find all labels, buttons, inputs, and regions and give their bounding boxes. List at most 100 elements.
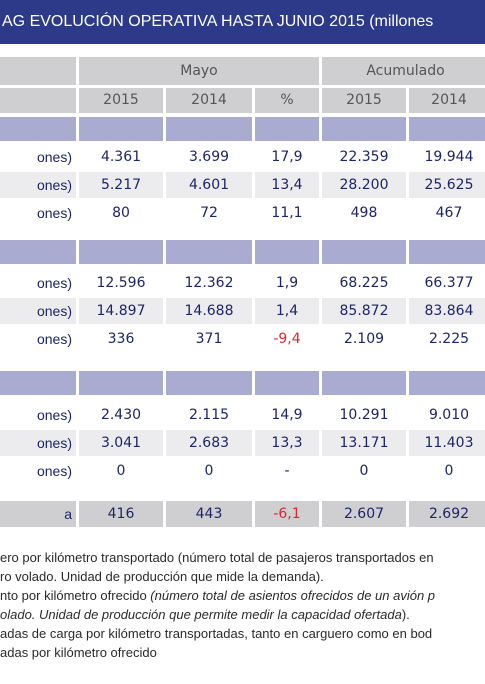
header-blank — [0, 57, 76, 85]
cell: 0 — [79, 458, 163, 484]
cell: 12.596 — [79, 270, 163, 296]
footnote-text: ero por kilómetro transportado (número t… — [0, 550, 434, 565]
row-label: a — [0, 501, 76, 527]
header-column: % — [255, 88, 319, 113]
cell: 19.944 — [409, 144, 485, 170]
cell: 1,4 — [255, 298, 319, 324]
section-band — [79, 117, 163, 141]
cell: 2.683 — [166, 430, 252, 456]
cell: 371 — [166, 326, 252, 352]
cell: 13,4 — [255, 172, 319, 198]
section-band — [255, 240, 319, 264]
cell: 0 — [409, 458, 485, 484]
section-band — [79, 371, 163, 395]
footnote-text: ). — [401, 607, 410, 622]
cell: 13.171 — [322, 430, 406, 456]
header-column: 2015 — [79, 88, 163, 113]
cell: 13,3 — [255, 430, 319, 456]
header-group: Mayo — [79, 57, 319, 85]
row-label: ones) — [0, 402, 76, 428]
section-band — [409, 240, 485, 264]
cell: 66.377 — [409, 270, 485, 296]
header-column: 2014 — [409, 88, 485, 113]
cell: 2.225 — [409, 326, 485, 352]
row-label: ones) — [0, 430, 76, 456]
header-column: 2015 — [322, 88, 406, 113]
cell: 0 — [166, 458, 252, 484]
section-band — [0, 240, 76, 264]
row-label: ones) — [0, 270, 76, 296]
section-band — [255, 117, 319, 141]
cell: -6,1 — [255, 501, 319, 527]
section-band — [166, 240, 252, 264]
cell: 498 — [322, 200, 406, 226]
section-band — [79, 240, 163, 264]
footnote-text: adas de carga por kilómetro transportada… — [0, 626, 433, 641]
row-label: ones) — [0, 458, 76, 484]
cell: -9,4 — [255, 326, 319, 352]
title-bar: AG EVOLUCIÓN OPERATIVA HASTA JUNIO 2015 … — [0, 0, 485, 44]
cell: 14,9 — [255, 402, 319, 428]
cell: 68.225 — [322, 270, 406, 296]
section-band — [322, 117, 406, 141]
cell: 2.109 — [322, 326, 406, 352]
cell: 72 — [166, 200, 252, 226]
cell: 10.291 — [322, 402, 406, 428]
cell: 14.688 — [166, 298, 252, 324]
footnote-text: ro volado. Unidad de producción que mide… — [0, 569, 324, 584]
section-band — [322, 240, 406, 264]
section-band — [322, 371, 406, 395]
section-band — [0, 371, 76, 395]
cell: 11,1 — [255, 200, 319, 226]
cell: 83.864 — [409, 298, 485, 324]
footnote: adas por kilómetro ofrecido — [0, 643, 485, 662]
section-band — [166, 371, 252, 395]
row-label: ones) — [0, 200, 76, 226]
cell: 4.601 — [166, 172, 252, 198]
section-band — [409, 117, 485, 141]
footnote: ro volado. Unidad de producción que mide… — [0, 567, 485, 586]
header-column: 2014 — [166, 88, 252, 113]
row-label: ones) — [0, 298, 76, 324]
cell: 9.010 — [409, 402, 485, 428]
row-label: ones) — [0, 326, 76, 352]
section-band — [255, 371, 319, 395]
footnote: nto por kilómetro ofrecido (número total… — [0, 586, 485, 605]
cell: 2.692 — [409, 501, 485, 527]
row-label: ones) — [0, 144, 76, 170]
cell: 11.403 — [409, 430, 485, 456]
cell: 467 — [409, 200, 485, 226]
cell: 2.115 — [166, 402, 252, 428]
cell: 85.872 — [322, 298, 406, 324]
cell: 5.217 — [79, 172, 163, 198]
cell: 80 — [79, 200, 163, 226]
cell: 443 — [166, 501, 252, 527]
cell: 416 — [79, 501, 163, 527]
footnote: ero por kilómetro transportado (número t… — [0, 548, 485, 567]
footnote: adas de carga por kilómetro transportada… — [0, 624, 485, 643]
footnote-text: olado. Unidad de producción que permite … — [0, 607, 402, 622]
cell: 2.430 — [79, 402, 163, 428]
footnote-text: nto por kilómetro ofrecido — [0, 588, 151, 603]
header-group: Acumulado — [322, 57, 485, 85]
cell: 3.699 — [166, 144, 252, 170]
cell: 0 — [322, 458, 406, 484]
cell: 1,9 — [255, 270, 319, 296]
cell: 25.625 — [409, 172, 485, 198]
cell: 336 — [79, 326, 163, 352]
footnote-text: adas por kilómetro ofrecido — [0, 645, 157, 660]
cell: 3.041 — [79, 430, 163, 456]
cell: 28.200 — [322, 172, 406, 198]
cell: 22.359 — [322, 144, 406, 170]
cell: 4.361 — [79, 144, 163, 170]
cell: 12.362 — [166, 270, 252, 296]
cell: 14.897 — [79, 298, 163, 324]
cell: 2.607 — [322, 501, 406, 527]
row-label: ones) — [0, 172, 76, 198]
section-band — [0, 117, 76, 141]
header-blank — [0, 88, 76, 113]
cell: - — [255, 458, 319, 484]
footnote: olado. Unidad de producción que permite … — [0, 605, 485, 624]
section-band — [409, 371, 485, 395]
